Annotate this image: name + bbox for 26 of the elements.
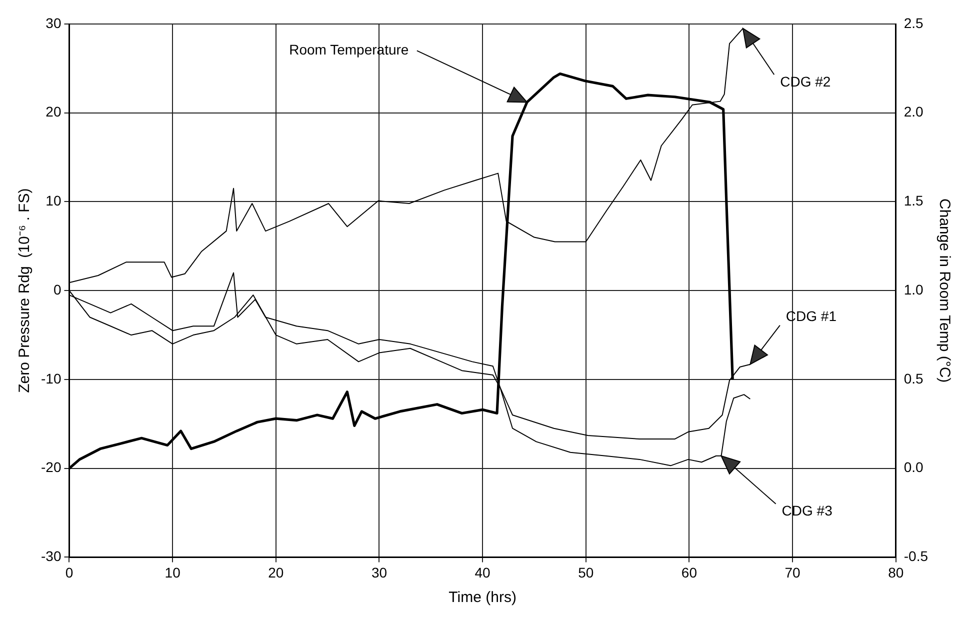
x-tick-label: 20 <box>268 564 284 580</box>
x-tick-label: 40 <box>474 564 491 580</box>
y-tick-label: -20 <box>41 459 62 476</box>
x-tick-label: 0 <box>65 564 74 580</box>
y-tick-label: -30 <box>41 548 62 564</box>
x-axis-title: Time (hrs) <box>448 589 516 606</box>
x-tick-label: 10 <box>164 564 181 580</box>
y-tick-label: 20 <box>46 104 62 120</box>
y-tick-label: 0 <box>53 281 62 298</box>
x-tick-label: 60 <box>681 564 698 580</box>
y2-tick-label: 1.0 <box>904 281 924 298</box>
y-tick-label: -10 <box>41 370 62 386</box>
x-tick-label: 80 <box>888 564 904 580</box>
y2-tick-label: -0.5 <box>904 548 928 564</box>
y2-tick-label: 2.0 <box>904 104 924 120</box>
y2-tick-label: 2.5 <box>904 14 924 31</box>
y2-axis-title: Change in Room Temp (°C) <box>936 198 953 383</box>
x-tick-label: 30 <box>371 564 388 580</box>
y2-tick-label: 0.0 <box>904 459 924 476</box>
y2-tick-label: 0.5 <box>904 370 924 386</box>
x-tick-label: 50 <box>578 564 594 580</box>
y-tick-label: 10 <box>46 192 62 209</box>
x-tick-label: 70 <box>784 564 801 580</box>
y2-tick-label: 1.5 <box>904 192 924 209</box>
y-tick-label: 30 <box>46 14 62 31</box>
y-axis-title: Zero Pressure Rdg (10⁻⁶ . FS) <box>16 188 34 393</box>
